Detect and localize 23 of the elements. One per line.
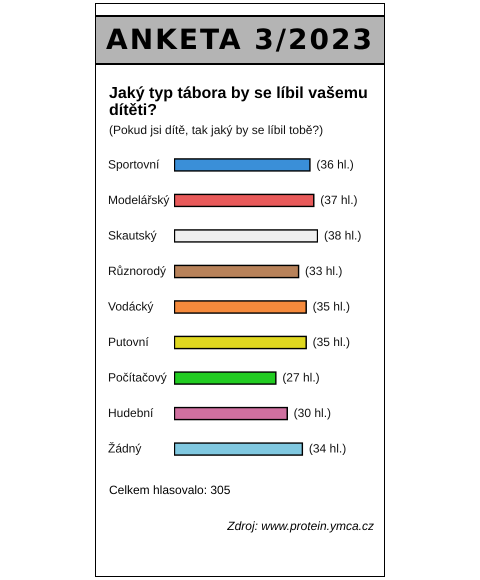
- data-label: (30 hl.): [294, 406, 332, 420]
- y-tick-label: Modelářský: [108, 192, 170, 207]
- data-label: (33 hl.): [305, 264, 342, 278]
- text: Celkem hlasovalo: 305: [109, 483, 232, 497]
- data-label: (37 hl.): [320, 192, 358, 207]
- text: Zdroj: www.protein.ymca.cz: [226, 519, 374, 533]
- chart-subtitle: Jaký typ tábora by se líbil vašemu dítěti?: [109, 85, 369, 119]
- y-tick-label: Žádný: [108, 441, 142, 456]
- data-label: (34 hl.): [308, 441, 346, 456]
- y-tick-label: Hudební: [108, 406, 154, 420]
- y-tick-label: Různorodý: [108, 264, 166, 278]
- data-label: (36 hl.): [316, 157, 354, 172]
- data-label: (27 hl.): [282, 370, 320, 384]
- y-tick-label: Vodácký: [108, 299, 154, 314]
- y-tick-label: Putovní: [108, 334, 150, 349]
- y-tick-label: Skautský: [108, 228, 157, 242]
- data-label: (35 hl.): [312, 334, 350, 349]
- text: (Pokud jsi dítě, tak jaký by se líbil tobě?): [109, 123, 324, 137]
- chart-title: ANKETA 3/2023: [96, 15, 384, 65]
- data-label: (38 hl.): [324, 228, 362, 242]
- data-label: (35 hl.): [312, 299, 350, 314]
- y-tick-label: Sportovní: [108, 157, 160, 172]
- y-tick-label: Počítačový: [108, 370, 167, 384]
